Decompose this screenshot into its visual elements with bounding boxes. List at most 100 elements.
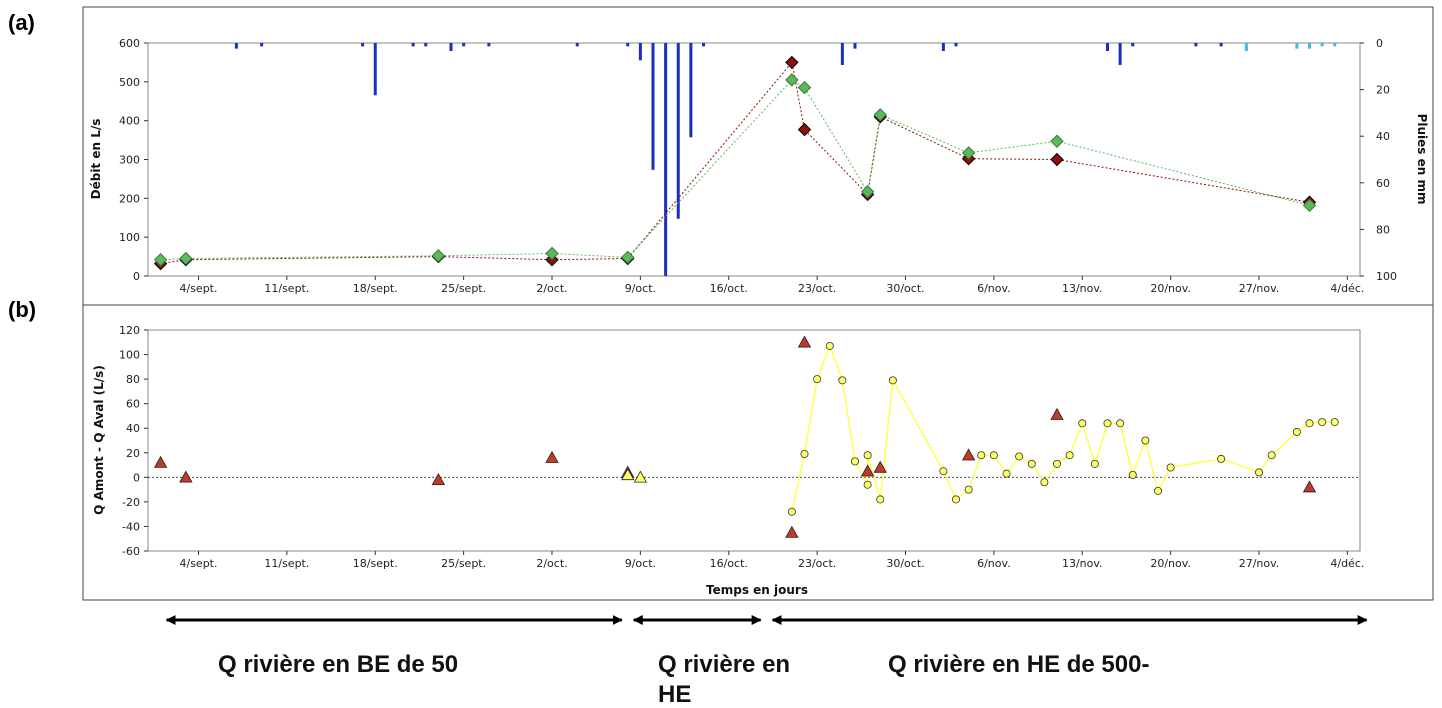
circle-marker: [1318, 418, 1327, 427]
y2-tick-label: 40: [1376, 130, 1390, 143]
x-tick-label: 4/sept.: [180, 282, 218, 295]
circle-marker: [851, 457, 860, 466]
x-tick-label: 13/nov.: [1062, 282, 1103, 295]
diamond-marker: [797, 80, 812, 95]
phase-label-2-line1: Q rivière en: [658, 651, 790, 678]
circle-marker: [863, 480, 872, 489]
circle-marker: [813, 375, 822, 384]
series-line: [791, 344, 1335, 512]
x-axis-b: 4/sept. 11/sept. 18/sept. 25/sept. 2/oct. 9/o…: [180, 551, 1364, 570]
triangle-marker: [153, 455, 168, 468]
circle-marker: [800, 450, 809, 459]
circle-marker: [964, 485, 973, 494]
diamond-marker: [785, 73, 799, 87]
triangle-marker: [961, 448, 976, 461]
x-tick-label: 25/sept.: [441, 282, 486, 295]
x-tick-label: 2/oct.: [536, 557, 567, 570]
circle-marker: [939, 467, 948, 476]
x-tick-label: 4/sept.: [180, 557, 218, 570]
circle-marker: [1141, 436, 1150, 445]
phase-label-1: Q rivière en BE de 50: [218, 651, 458, 678]
y-tick-label: 300: [119, 154, 140, 167]
y2-tick-label: 100: [1376, 270, 1397, 283]
diamond-marker: [785, 55, 799, 70]
x-tick-label: 20/nov.: [1150, 557, 1191, 570]
diamond-marker: [873, 108, 887, 122]
circle-marker: [1330, 418, 1339, 427]
circle-marker: [1090, 459, 1099, 468]
triangle-marker: [1050, 407, 1064, 420]
x-tick-label: 27/nov.: [1239, 557, 1280, 570]
y-axis-label-b: Q Amont - Q Aval (L/s): [92, 365, 106, 515]
circle-marker: [876, 495, 885, 504]
circle-marker: [863, 451, 872, 460]
circle-marker: [1305, 419, 1314, 428]
y-tick-label: 400: [119, 115, 140, 128]
circle-marker: [1166, 463, 1175, 472]
x-tick-label: 13/nov.: [1062, 557, 1103, 570]
y2-tick-label: 0: [1376, 37, 1383, 50]
triangle-marker: [431, 472, 446, 485]
y-tick-label: 60: [126, 398, 140, 411]
x-tick-label: 4/déc.: [1330, 282, 1364, 295]
series-line: [160, 61, 1310, 265]
triangle-marker: [545, 450, 559, 463]
x-tick-label: 18/sept.: [353, 557, 398, 570]
circle-marker: [888, 376, 897, 385]
x-tick-label: 20/nov.: [1150, 282, 1191, 295]
x-tick-label: 4/déc.: [1330, 557, 1364, 570]
y-tick-label: 20: [126, 447, 140, 460]
plot-area-b: [147, 329, 1361, 552]
y-tick-label: 100: [119, 349, 140, 362]
y2-tick-label: 80: [1376, 223, 1390, 236]
circle-marker: [1217, 454, 1226, 463]
x-tick-label: 23/oct.: [798, 557, 836, 570]
x-tick-label: 6/nov.: [977, 557, 1011, 570]
circle-marker: [952, 495, 961, 504]
triangle-marker: [1302, 480, 1317, 493]
chart-panel-a: 4/sept. 11/sept. 18/sept. 25/sept. 2/oct. 9/o…: [89, 37, 1429, 295]
diamond-marker: [961, 146, 976, 160]
y-axis-b: -60 -40 -20 0 20 40 60 80 100 120: [119, 324, 148, 558]
diamond-marker: [179, 251, 193, 266]
figure-frame: [82, 6, 1434, 601]
x-tick-label: 25/sept.: [441, 557, 486, 570]
diamond-marker: [797, 122, 812, 137]
circle-marker: [977, 451, 986, 460]
x-tick-label: 18/sept.: [353, 282, 398, 295]
circle-marker: [1002, 469, 1011, 478]
x-tick-label: 30/oct.: [886, 282, 924, 295]
triangle-marker: [860, 464, 875, 477]
x-tick-label: 9/oct.: [625, 557, 656, 570]
triangle-marker: [797, 335, 812, 348]
diamond-marker: [431, 249, 446, 263]
chart-panel-b: 4/sept. 11/sept. 18/sept. 25/sept. 2/oct. 9/o…: [92, 324, 1364, 597]
y-tick-label: -60: [122, 545, 140, 558]
phase-label-3: Q rivière en HE de 500-: [888, 651, 1149, 678]
diamond-marker: [621, 250, 635, 265]
y2-tick-label: 60: [1376, 177, 1390, 190]
diamond-marker: [860, 185, 875, 199]
y-tick-label: -20: [122, 496, 140, 509]
x-axis-label-b: Temps en jours: [706, 583, 808, 597]
circle-marker: [1027, 459, 1036, 468]
circle-marker: [1255, 468, 1264, 477]
x-tick-label: 2/oct.: [536, 282, 567, 295]
x-tick-label: 11/sept.: [264, 557, 309, 570]
y-axis-right-a: 0 20 40 60 80 100: [1360, 37, 1397, 283]
circle-marker: [1103, 419, 1112, 428]
diamond-marker: [153, 252, 168, 267]
triangle-marker: [785, 525, 799, 538]
triangle-marker: [873, 460, 887, 473]
x-tick-label: 27/nov.: [1239, 282, 1280, 295]
x-tick-label: 16/oct.: [710, 282, 748, 295]
circle-marker: [1267, 451, 1276, 460]
panel-label-b: (b): [8, 297, 36, 322]
y-tick-label: 80: [126, 373, 140, 386]
discharge-series: [153, 55, 1317, 271]
x-tick-label: 16/oct.: [710, 557, 748, 570]
y-tick-label: 200: [119, 192, 140, 205]
y-tick-label: 120: [119, 324, 140, 337]
y-axis-label-a: Débit en L/s: [89, 119, 103, 200]
